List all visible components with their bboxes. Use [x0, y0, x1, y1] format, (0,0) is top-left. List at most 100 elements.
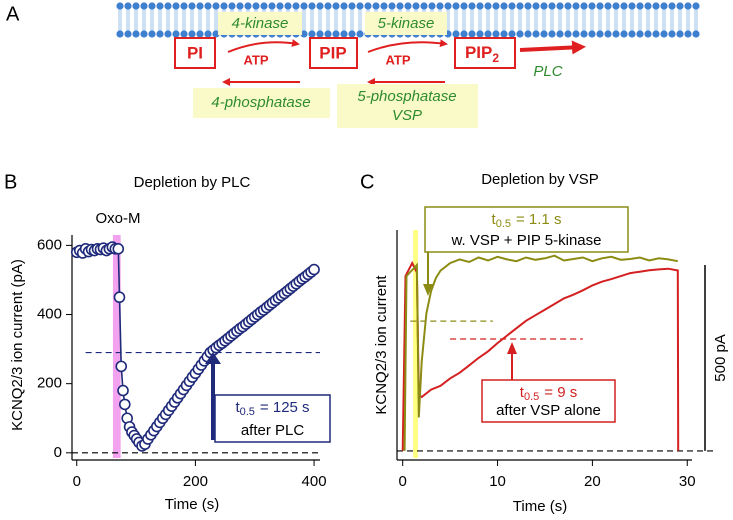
y-tick-label: 200	[37, 375, 62, 392]
lipid-head	[556, 30, 564, 38]
lipid-head	[236, 2, 244, 10]
lipid-head	[316, 30, 324, 38]
y-axis-label: KCNQ2/3 ion current (pA)	[9, 259, 26, 431]
lipid-head	[516, 30, 524, 38]
annotation-text: after VSP alone	[496, 402, 601, 419]
lipid-head	[660, 30, 668, 38]
annotation-subscript: 0.5	[240, 406, 255, 418]
panel-label: B	[4, 171, 17, 193]
lipid-head	[212, 30, 220, 38]
lipid-head	[308, 2, 316, 10]
lipid-head	[460, 30, 468, 38]
lipid-head	[204, 30, 212, 38]
lipid-head	[324, 30, 332, 38]
lipid-head	[684, 2, 692, 10]
lipid-head	[668, 2, 676, 10]
trace	[403, 254, 678, 451]
lipid-head	[580, 2, 588, 10]
enzyme-label: 5-phosphatase	[357, 88, 456, 105]
lipid-head	[404, 2, 412, 10]
lipid-head	[156, 30, 164, 38]
lipid-head	[252, 2, 260, 10]
lipid-head	[428, 2, 436, 10]
lipid-head	[676, 30, 684, 38]
lipid-head	[132, 30, 140, 38]
lipid-head	[300, 30, 308, 38]
lipid-head	[556, 2, 564, 10]
lipid-head	[644, 2, 652, 10]
lipid-head	[500, 30, 508, 38]
lipid-head	[196, 2, 204, 10]
lipid-head	[324, 2, 332, 10]
lipid-head	[596, 30, 604, 38]
enzyme-box	[337, 84, 478, 128]
lipid-head	[196, 30, 204, 38]
annotation-box	[481, 379, 616, 423]
lipid-box	[309, 37, 358, 69]
x-axis-label: Time (s)	[165, 496, 219, 513]
lipid-head	[396, 2, 404, 10]
lipid-head	[532, 30, 540, 38]
data-point	[113, 291, 126, 304]
lipid-head	[268, 2, 276, 10]
lipid-head	[564, 2, 572, 10]
data-point	[115, 360, 128, 373]
lipid-head	[116, 2, 124, 10]
highlight-band	[413, 230, 418, 458]
lipid-head	[388, 2, 396, 10]
data-point	[119, 398, 131, 411]
lipid-head	[148, 2, 156, 10]
annotation-text: t0.5 = 1.1 s	[492, 211, 562, 230]
lipid-head	[420, 2, 428, 10]
enzyme-label: 4-kinase	[232, 15, 289, 32]
lipid-head	[636, 2, 644, 10]
lipid-head	[500, 2, 508, 10]
enzyme-label: PLC	[533, 63, 562, 80]
lipid-head	[132, 2, 140, 10]
lipid-head	[548, 30, 556, 38]
lipid-head	[604, 2, 612, 10]
lipid-head	[588, 2, 596, 10]
chart-title: Depletion by VSP	[481, 171, 599, 188]
lipid-head	[564, 30, 572, 38]
enzyme-box	[218, 12, 302, 35]
lipid-head	[484, 30, 492, 38]
annotation-text: t	[492, 211, 497, 228]
lipid-head	[540, 2, 548, 10]
lipid-head	[164, 2, 172, 10]
lipid-head	[316, 2, 324, 10]
lipid-head	[580, 30, 588, 38]
lipid-head	[612, 2, 620, 10]
lipid-head	[260, 2, 268, 10]
lipid-head	[180, 30, 188, 38]
x-tick-label: 200	[183, 473, 208, 490]
lipid-label: PIP	[319, 43, 346, 62]
annotation-text: w. VSP + PIP 5-kinase	[451, 232, 602, 249]
lipid-head	[284, 2, 292, 10]
lipid-head	[604, 30, 612, 38]
lipid-label: PI	[187, 43, 203, 62]
lipid-head	[340, 2, 348, 10]
lipid-head	[620, 2, 628, 10]
arrow	[227, 39, 300, 53]
atp-label: ATP	[243, 52, 268, 67]
lipid-head	[596, 2, 604, 10]
annotation-subscript: 0.5	[496, 218, 511, 230]
lipid-head	[356, 2, 364, 10]
lipid-head	[572, 2, 580, 10]
lipid-head	[628, 2, 636, 10]
x-tick-label: 10	[489, 473, 506, 490]
annotation-arrowhead	[507, 342, 517, 354]
lipid-head	[124, 2, 132, 10]
lipid-head	[212, 2, 220, 10]
annotation-text: after PLC	[241, 422, 305, 439]
lipid-head	[524, 2, 532, 10]
lipid-head	[164, 30, 172, 38]
arrow	[367, 39, 448, 53]
lipid-head	[476, 30, 484, 38]
lipid-head	[692, 30, 700, 38]
lipid-head	[228, 2, 236, 10]
lipid-box	[174, 37, 216, 69]
lipid-head	[460, 2, 468, 10]
